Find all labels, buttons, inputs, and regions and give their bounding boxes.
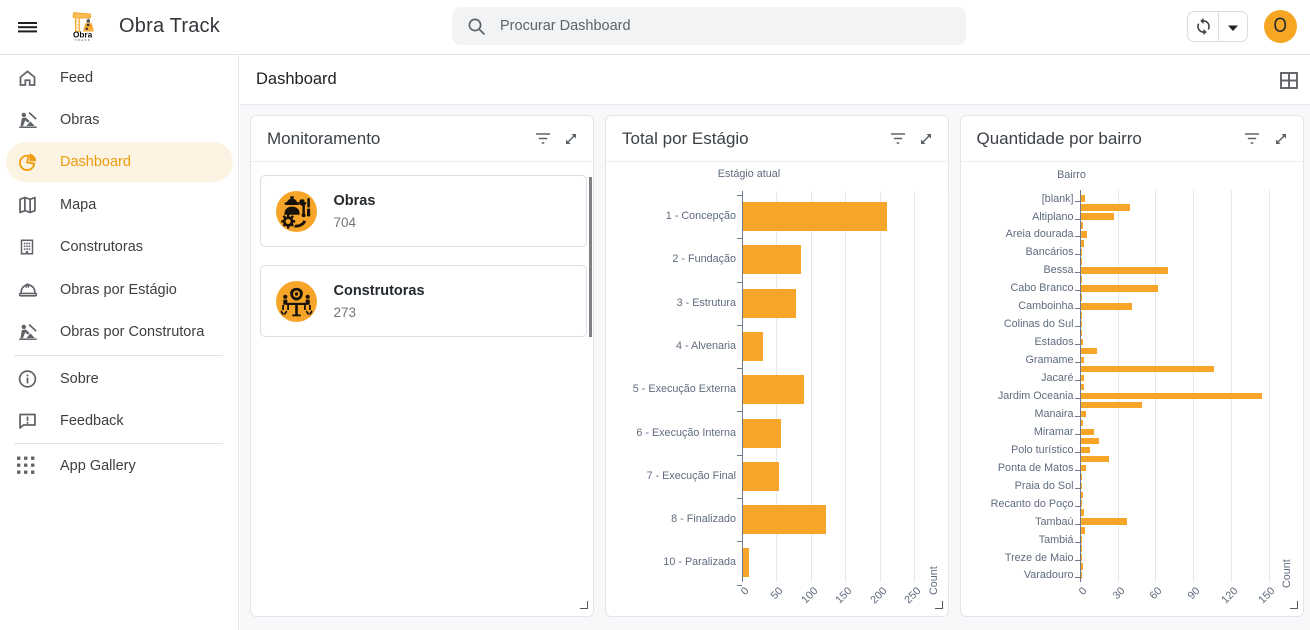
svg-text:TRACK: TRACK — [74, 38, 91, 41]
svg-text:Obra: Obra — [73, 31, 93, 40]
